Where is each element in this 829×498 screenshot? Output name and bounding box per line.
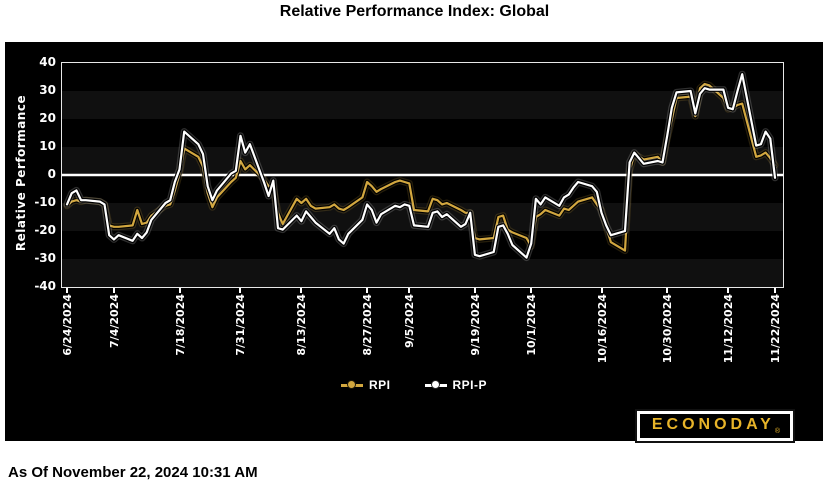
page-title: Relative Performance Index: Global bbox=[279, 3, 550, 20]
x-tick bbox=[727, 288, 730, 293]
x-tick bbox=[408, 288, 411, 293]
chart-panel: Relative Performance RPI RPI-P ECONODAY® … bbox=[5, 42, 823, 444]
x-tick-label: 11/12/2024 bbox=[722, 294, 736, 364]
logo-text: ECONODAY bbox=[651, 416, 775, 433]
x-tick-label: 8/27/2024 bbox=[361, 294, 375, 356]
plot-band bbox=[62, 119, 783, 147]
legend-marker-rpip-icon bbox=[424, 380, 447, 390]
x-tick bbox=[666, 288, 669, 293]
x-tick-label: 10/30/2024 bbox=[661, 294, 675, 364]
plot-frame bbox=[61, 62, 784, 288]
y-tick-label: -30 bbox=[34, 251, 56, 265]
y-tick-label: 10 bbox=[39, 139, 56, 153]
x-tick-label: 6/24/2024 bbox=[61, 294, 74, 356]
plot-band bbox=[62, 91, 783, 119]
legend-item-rpi: RPI bbox=[340, 378, 391, 392]
x-tick bbox=[178, 288, 181, 293]
plot-band bbox=[62, 147, 783, 175]
x-tick-label: 7/18/2024 bbox=[173, 294, 187, 356]
series-rpi-p-line bbox=[65, 73, 777, 259]
x-tick-label: 7/31/2024 bbox=[234, 294, 248, 356]
y-tick-label: -10 bbox=[34, 195, 56, 209]
plot-band bbox=[62, 175, 783, 203]
x-tick-label: 9/5/2024 bbox=[403, 294, 417, 348]
x-tick-label: 7/4/2024 bbox=[107, 294, 121, 348]
x-tick bbox=[300, 288, 303, 293]
legend-marker-rpi-icon bbox=[340, 380, 363, 390]
x-tick bbox=[66, 288, 68, 293]
x-tick-label: 8/13/2024 bbox=[295, 294, 309, 356]
legend-label-rpip: RPI-P bbox=[452, 378, 488, 392]
x-tick-label: 10/16/2024 bbox=[595, 294, 609, 364]
zero-line bbox=[62, 173, 783, 177]
x-tick bbox=[530, 288, 533, 293]
x-tick-label: 10/1/2024 bbox=[525, 294, 539, 356]
x-tick bbox=[600, 288, 603, 293]
x-tick-label: 9/19/2024 bbox=[468, 294, 482, 356]
x-tick bbox=[473, 288, 476, 293]
plot-band bbox=[62, 259, 783, 287]
legend-item-rpip: RPI-P bbox=[424, 378, 488, 392]
y-tick-label: 30 bbox=[39, 83, 56, 97]
y-tick-label: 20 bbox=[39, 111, 56, 125]
y-tick-label: -40 bbox=[34, 279, 56, 293]
registered-trademark-icon: ® bbox=[774, 428, 780, 436]
plot-band bbox=[62, 63, 783, 91]
legend: RPI RPI-P bbox=[5, 378, 823, 392]
plot-svg bbox=[62, 63, 783, 287]
y-tick-label: 40 bbox=[39, 55, 56, 69]
x-tick bbox=[239, 288, 242, 293]
x-tick bbox=[774, 288, 776, 293]
legend-label-rpi: RPI bbox=[368, 378, 391, 392]
plot-band bbox=[62, 231, 783, 259]
x-tick-label: 11/22/2024 bbox=[769, 294, 782, 364]
as-of-text: As Of November 22, 2024 10:31 AM bbox=[8, 464, 258, 481]
x-tick bbox=[112, 288, 115, 293]
x-tick bbox=[366, 288, 369, 293]
econoday-logo: ECONODAY® bbox=[634, 408, 796, 444]
y-tick-label: -20 bbox=[34, 223, 56, 237]
y-tick-label: 0 bbox=[47, 167, 56, 181]
